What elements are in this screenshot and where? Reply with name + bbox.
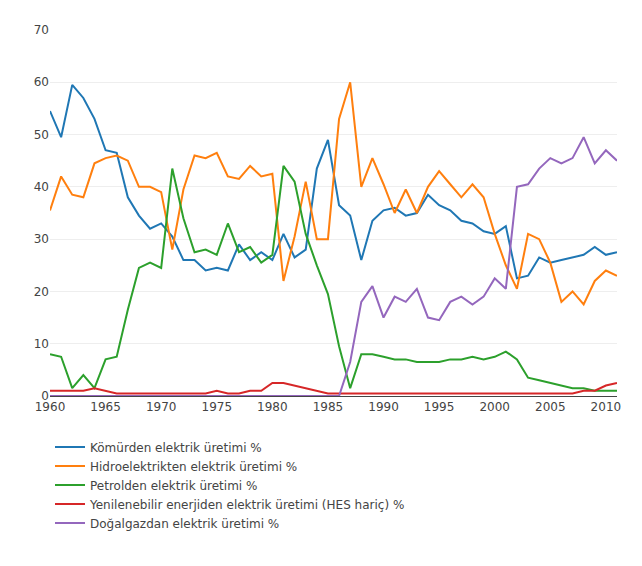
svg-text:1960: 1960 — [35, 400, 66, 414]
svg-text:Yenilenebilir enerjiden elektr: Yenilenebilir enerjiden elektrik üretimi… — [89, 498, 404, 512]
svg-text:20: 20 — [34, 285, 49, 299]
svg-text:50: 50 — [34, 128, 49, 142]
svg-text:1990: 1990 — [368, 400, 399, 414]
svg-text:10: 10 — [34, 337, 49, 351]
svg-text:1970: 1970 — [146, 400, 177, 414]
svg-text:Doğalgazdan elektrik üretimi %: Doğalgazdan elektrik üretimi % — [90, 517, 279, 531]
svg-text:30: 30 — [34, 232, 49, 246]
svg-text:0: 0 — [41, 389, 49, 403]
svg-text:1980: 1980 — [257, 400, 288, 414]
svg-text:2010: 2010 — [591, 400, 622, 414]
svg-text:Kömürden elektrik üretimi %: Kömürden elektrik üretimi % — [90, 441, 262, 455]
svg-text:1965: 1965 — [90, 400, 121, 414]
svg-text:1975: 1975 — [201, 400, 232, 414]
svg-text:70: 70 — [34, 23, 49, 37]
svg-text:Hidroelektrikten elektrik üret: Hidroelektrikten elektrik üretimi % — [90, 460, 297, 474]
svg-text:2005: 2005 — [535, 400, 566, 414]
svg-text:60: 60 — [34, 75, 49, 89]
svg-text:1985: 1985 — [313, 400, 344, 414]
svg-text:40: 40 — [34, 180, 49, 194]
svg-text:2000: 2000 — [479, 400, 510, 414]
svg-text:1995: 1995 — [424, 400, 455, 414]
svg-text:Petrolden elektrik üretimi %: Petrolden elektrik üretimi % — [90, 479, 257, 493]
